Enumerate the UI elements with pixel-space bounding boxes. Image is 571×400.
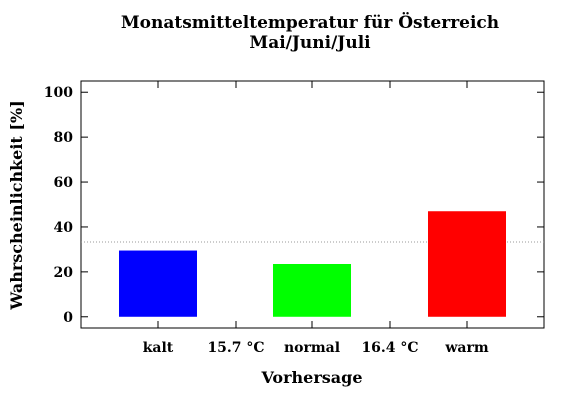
y-tick-label: 20: [54, 265, 74, 281]
bar-kalt: [119, 250, 197, 317]
y-tick-label: 40: [54, 220, 74, 236]
y-tick-label: 60: [54, 175, 74, 191]
x-tick-label: 15.7 °C: [207, 340, 264, 356]
chart-subtitle: Mai/Juni/Juli: [249, 33, 371, 53]
y-tick-label: 0: [63, 310, 73, 326]
x-tick-label: normal: [284, 340, 340, 356]
chart-title: Monatsmitteltemperatur für Österreich: [121, 12, 499, 33]
bar-normal: [273, 264, 351, 317]
x-tick-label: 16.4 °C: [361, 340, 418, 356]
x-tick-label: kalt: [143, 340, 174, 356]
bar-warm: [428, 211, 506, 317]
y-tick-label: 100: [44, 85, 73, 101]
x-axis-label: Vorhersage: [260, 368, 362, 387]
x-tick-label: warm: [444, 340, 488, 356]
y-axis-label: Wahrscheinlichkeit [%]: [7, 100, 26, 310]
y-tick-label: 80: [54, 130, 74, 146]
